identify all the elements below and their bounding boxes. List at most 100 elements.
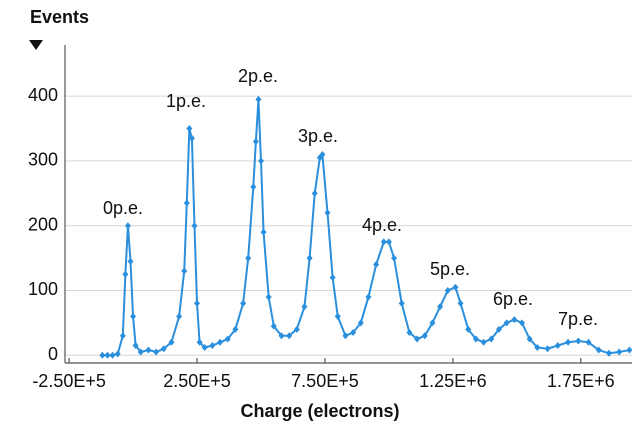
data-point bbox=[188, 134, 195, 142]
data-point bbox=[196, 338, 203, 346]
data-point bbox=[265, 293, 272, 301]
data-point bbox=[181, 267, 188, 275]
data-point bbox=[595, 346, 602, 354]
data-point bbox=[99, 351, 106, 359]
data-point bbox=[534, 343, 541, 351]
data-point bbox=[245, 254, 252, 262]
data-point bbox=[324, 209, 331, 217]
data-point bbox=[342, 332, 349, 340]
x-axis-label: Charge (electrons) bbox=[240, 401, 399, 421]
data-point bbox=[452, 283, 459, 291]
data-point bbox=[209, 342, 216, 350]
data-point bbox=[306, 254, 313, 262]
data-point bbox=[278, 332, 285, 340]
x-tick-label: 1.75E+6 bbox=[547, 371, 615, 391]
data-point bbox=[365, 293, 372, 301]
data-point bbox=[605, 349, 612, 357]
data-point bbox=[391, 254, 398, 262]
data-point bbox=[444, 286, 451, 294]
peak-annotation: 6p.e. bbox=[493, 289, 533, 309]
data-point bbox=[201, 343, 208, 351]
data-point bbox=[252, 138, 259, 146]
x-tick-label: 7.50E+5 bbox=[291, 371, 359, 391]
x-tick-label: -2.50E+5 bbox=[32, 371, 106, 391]
data-point bbox=[398, 299, 405, 307]
data-point bbox=[626, 346, 633, 354]
data-point bbox=[255, 95, 262, 103]
data-point bbox=[160, 345, 167, 353]
data-point bbox=[616, 348, 623, 356]
data-point bbox=[495, 325, 502, 333]
data-point bbox=[511, 316, 518, 324]
data-point bbox=[127, 257, 134, 265]
data-point bbox=[429, 319, 436, 327]
data-point bbox=[124, 222, 131, 230]
peak-annotation: 4p.e. bbox=[362, 215, 402, 235]
data-point bbox=[293, 325, 300, 333]
y-tick-label: 400 bbox=[28, 85, 58, 105]
data-point bbox=[191, 222, 198, 230]
data-point bbox=[414, 335, 421, 343]
y-tick-label: 0 bbox=[48, 344, 58, 364]
data-point bbox=[186, 125, 193, 133]
y-tick-label: 100 bbox=[28, 279, 58, 299]
data-point bbox=[380, 238, 387, 246]
data-point bbox=[109, 351, 116, 359]
peak-annotation: 3p.e. bbox=[298, 126, 338, 146]
data-point bbox=[526, 335, 533, 343]
data-point bbox=[421, 332, 428, 340]
data-point bbox=[194, 299, 201, 307]
data-point bbox=[472, 335, 479, 343]
data-point bbox=[565, 338, 572, 346]
data-point bbox=[224, 335, 231, 343]
data-point bbox=[114, 350, 121, 358]
data-point bbox=[544, 345, 551, 353]
data-point bbox=[311, 189, 318, 197]
data-point bbox=[503, 319, 510, 327]
data-point bbox=[240, 299, 247, 307]
data-point bbox=[575, 337, 582, 345]
x-tick-label: 1.25E+6 bbox=[419, 371, 487, 391]
y-axis-arrow bbox=[29, 40, 43, 50]
data-point bbox=[329, 274, 336, 282]
data-point bbox=[350, 329, 357, 337]
data-point bbox=[130, 312, 137, 320]
data-point bbox=[176, 312, 183, 320]
data-point bbox=[585, 338, 592, 346]
data-point bbox=[250, 183, 257, 191]
data-point bbox=[119, 332, 126, 340]
data-point bbox=[260, 228, 267, 236]
data-point bbox=[385, 238, 392, 246]
data-point bbox=[465, 325, 472, 333]
data-point bbox=[518, 319, 525, 327]
data-point bbox=[168, 338, 175, 346]
data-point bbox=[301, 303, 308, 311]
data-point bbox=[257, 157, 264, 165]
data-point bbox=[373, 261, 380, 269]
data-point bbox=[270, 322, 277, 330]
y-axis-label: Events bbox=[30, 7, 89, 27]
y-tick-label: 300 bbox=[28, 150, 58, 170]
data-point bbox=[286, 332, 293, 340]
y-tick-label: 200 bbox=[28, 214, 58, 234]
data-point bbox=[183, 199, 190, 207]
peak-annotation: 7p.e. bbox=[558, 309, 598, 329]
data-point bbox=[145, 346, 152, 354]
data-point bbox=[357, 319, 364, 327]
peak-annotation: 0p.e. bbox=[103, 198, 143, 218]
data-point bbox=[480, 338, 487, 346]
data-point bbox=[232, 325, 239, 333]
data-point bbox=[334, 312, 341, 320]
data-point bbox=[153, 348, 160, 356]
data-point bbox=[554, 342, 561, 350]
x-tick-label: 2.50E+5 bbox=[163, 371, 231, 391]
data-point bbox=[437, 303, 444, 311]
data-point bbox=[104, 351, 111, 359]
data-point bbox=[488, 335, 495, 343]
data-point bbox=[406, 329, 413, 337]
data-point bbox=[137, 348, 144, 356]
data-point bbox=[319, 150, 326, 158]
data-point bbox=[132, 342, 139, 350]
peak-annotation: 1p.e. bbox=[166, 91, 206, 111]
